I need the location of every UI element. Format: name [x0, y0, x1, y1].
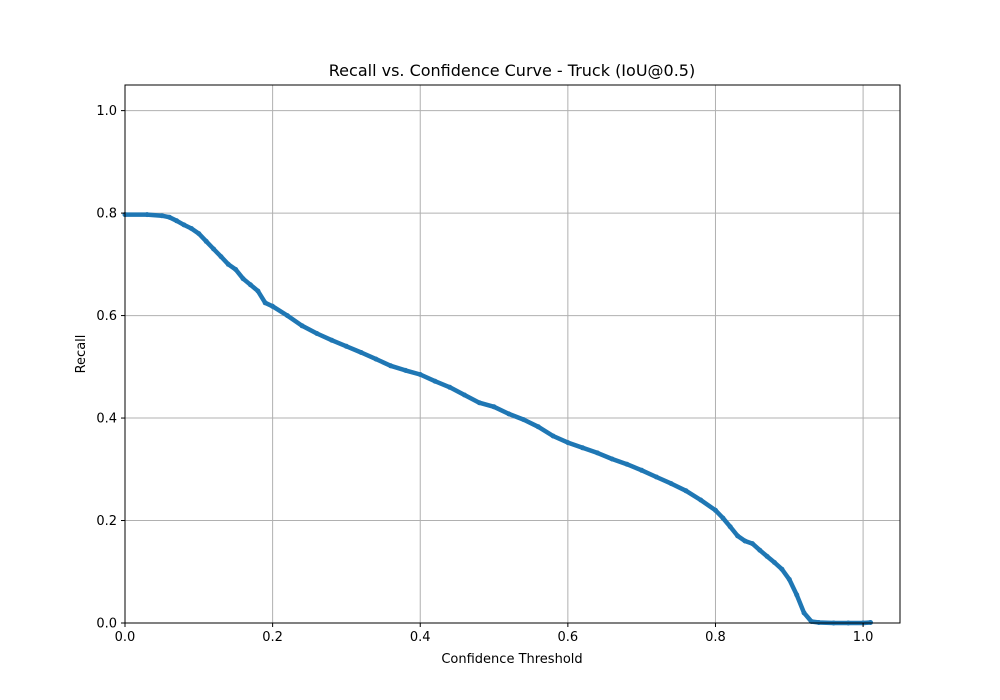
recall-data-point [764, 553, 770, 559]
x-tick-label: 0.4 [410, 630, 431, 645]
recall-data-point [196, 231, 202, 237]
x-axis-ticks: 0.0 0.2 0.4 0.6 0.8 1.0 [115, 623, 874, 645]
recall-data-point [188, 226, 194, 231]
recall-data-point [757, 547, 763, 553]
recall-data-point [506, 411, 512, 417]
recall-data-point [698, 497, 704, 503]
x-tick-label: 0.8 [705, 630, 726, 645]
x-axis-label: Confidence Threshold [441, 652, 582, 667]
recall-data-point [772, 560, 777, 565]
recall-data-point [284, 313, 290, 319]
recall-data-point [299, 323, 305, 329]
recall-data-point [358, 350, 364, 355]
recall-data-point [491, 404, 497, 410]
recall-data-point [535, 424, 541, 430]
recall-data-point [388, 363, 394, 369]
y-tick-label: 0.0 [96, 617, 117, 632]
recall-data-point [550, 433, 556, 439]
y-tick-label: 1.0 [96, 104, 117, 119]
recall-data-point [174, 218, 180, 224]
recall-data-point [417, 372, 423, 377]
recall-data-point [166, 214, 172, 220]
recall-data-point [159, 213, 165, 219]
recall-data-point [240, 276, 246, 282]
recall-data-point [255, 288, 261, 294]
recall-data-point [794, 592, 800, 598]
recall-data-point [248, 282, 253, 288]
recall-data-point [594, 450, 600, 456]
recall-data-point [683, 488, 689, 494]
series-layer [122, 212, 873, 626]
recall-data-point [373, 356, 379, 362]
recall-data-point [476, 400, 482, 406]
recall-data-point [801, 610, 807, 616]
recall-data-point [181, 222, 187, 228]
recall-data-point [713, 507, 718, 513]
x-tick-label: 0.2 [262, 630, 283, 645]
recall-data-point [447, 384, 453, 390]
recall-data-point [727, 524, 733, 530]
y-axis-label: Recall [74, 335, 89, 374]
recall-data-point [262, 300, 268, 306]
x-tick-label: 0.6 [558, 630, 579, 645]
recall-data-point [668, 481, 674, 487]
recall-data-point [653, 474, 659, 480]
y-axis-ticks: 0.0 0.2 0.4 0.6 0.8 1.0 [96, 104, 125, 632]
recall-data-point [403, 367, 408, 373]
x-tick-label: 1.0 [853, 630, 874, 645]
y-tick-label: 0.2 [96, 514, 117, 529]
recall-data-point [639, 467, 645, 473]
chart-title: Recall vs. Confidence Curve - Truck (IoU… [329, 61, 695, 80]
recall-data-point [720, 515, 726, 521]
recall-data-point [203, 238, 209, 244]
recall-data-point [580, 445, 586, 451]
y-tick-label: 0.6 [96, 309, 117, 324]
recall-data-point [343, 343, 349, 349]
recall-data-point [314, 331, 320, 336]
recall-data-point [225, 261, 231, 267]
recall-data-point [735, 533, 741, 539]
recall-data-point [786, 576, 792, 582]
recall-data-point [749, 541, 755, 547]
recall-data-point [565, 440, 571, 446]
y-tick-label: 0.8 [96, 207, 117, 222]
recall-data-point [218, 254, 224, 260]
recall-data-point [270, 303, 276, 309]
recall-data-point [521, 417, 527, 423]
x-tick-label: 0.0 [115, 630, 136, 645]
recall-data-point [462, 392, 467, 398]
y-tick-label: 0.4 [96, 412, 117, 427]
plot-frame [124, 84, 901, 624]
recall-data-point [144, 212, 150, 218]
recall-data-point [779, 566, 785, 572]
recall-data-point [624, 461, 630, 467]
recall-data-point [233, 267, 239, 272]
recall-data-point [329, 337, 335, 343]
recall-data-point [432, 378, 438, 384]
recall-data-point [742, 538, 748, 544]
recall-data-point [609, 456, 615, 462]
recall-data-point [211, 246, 217, 252]
